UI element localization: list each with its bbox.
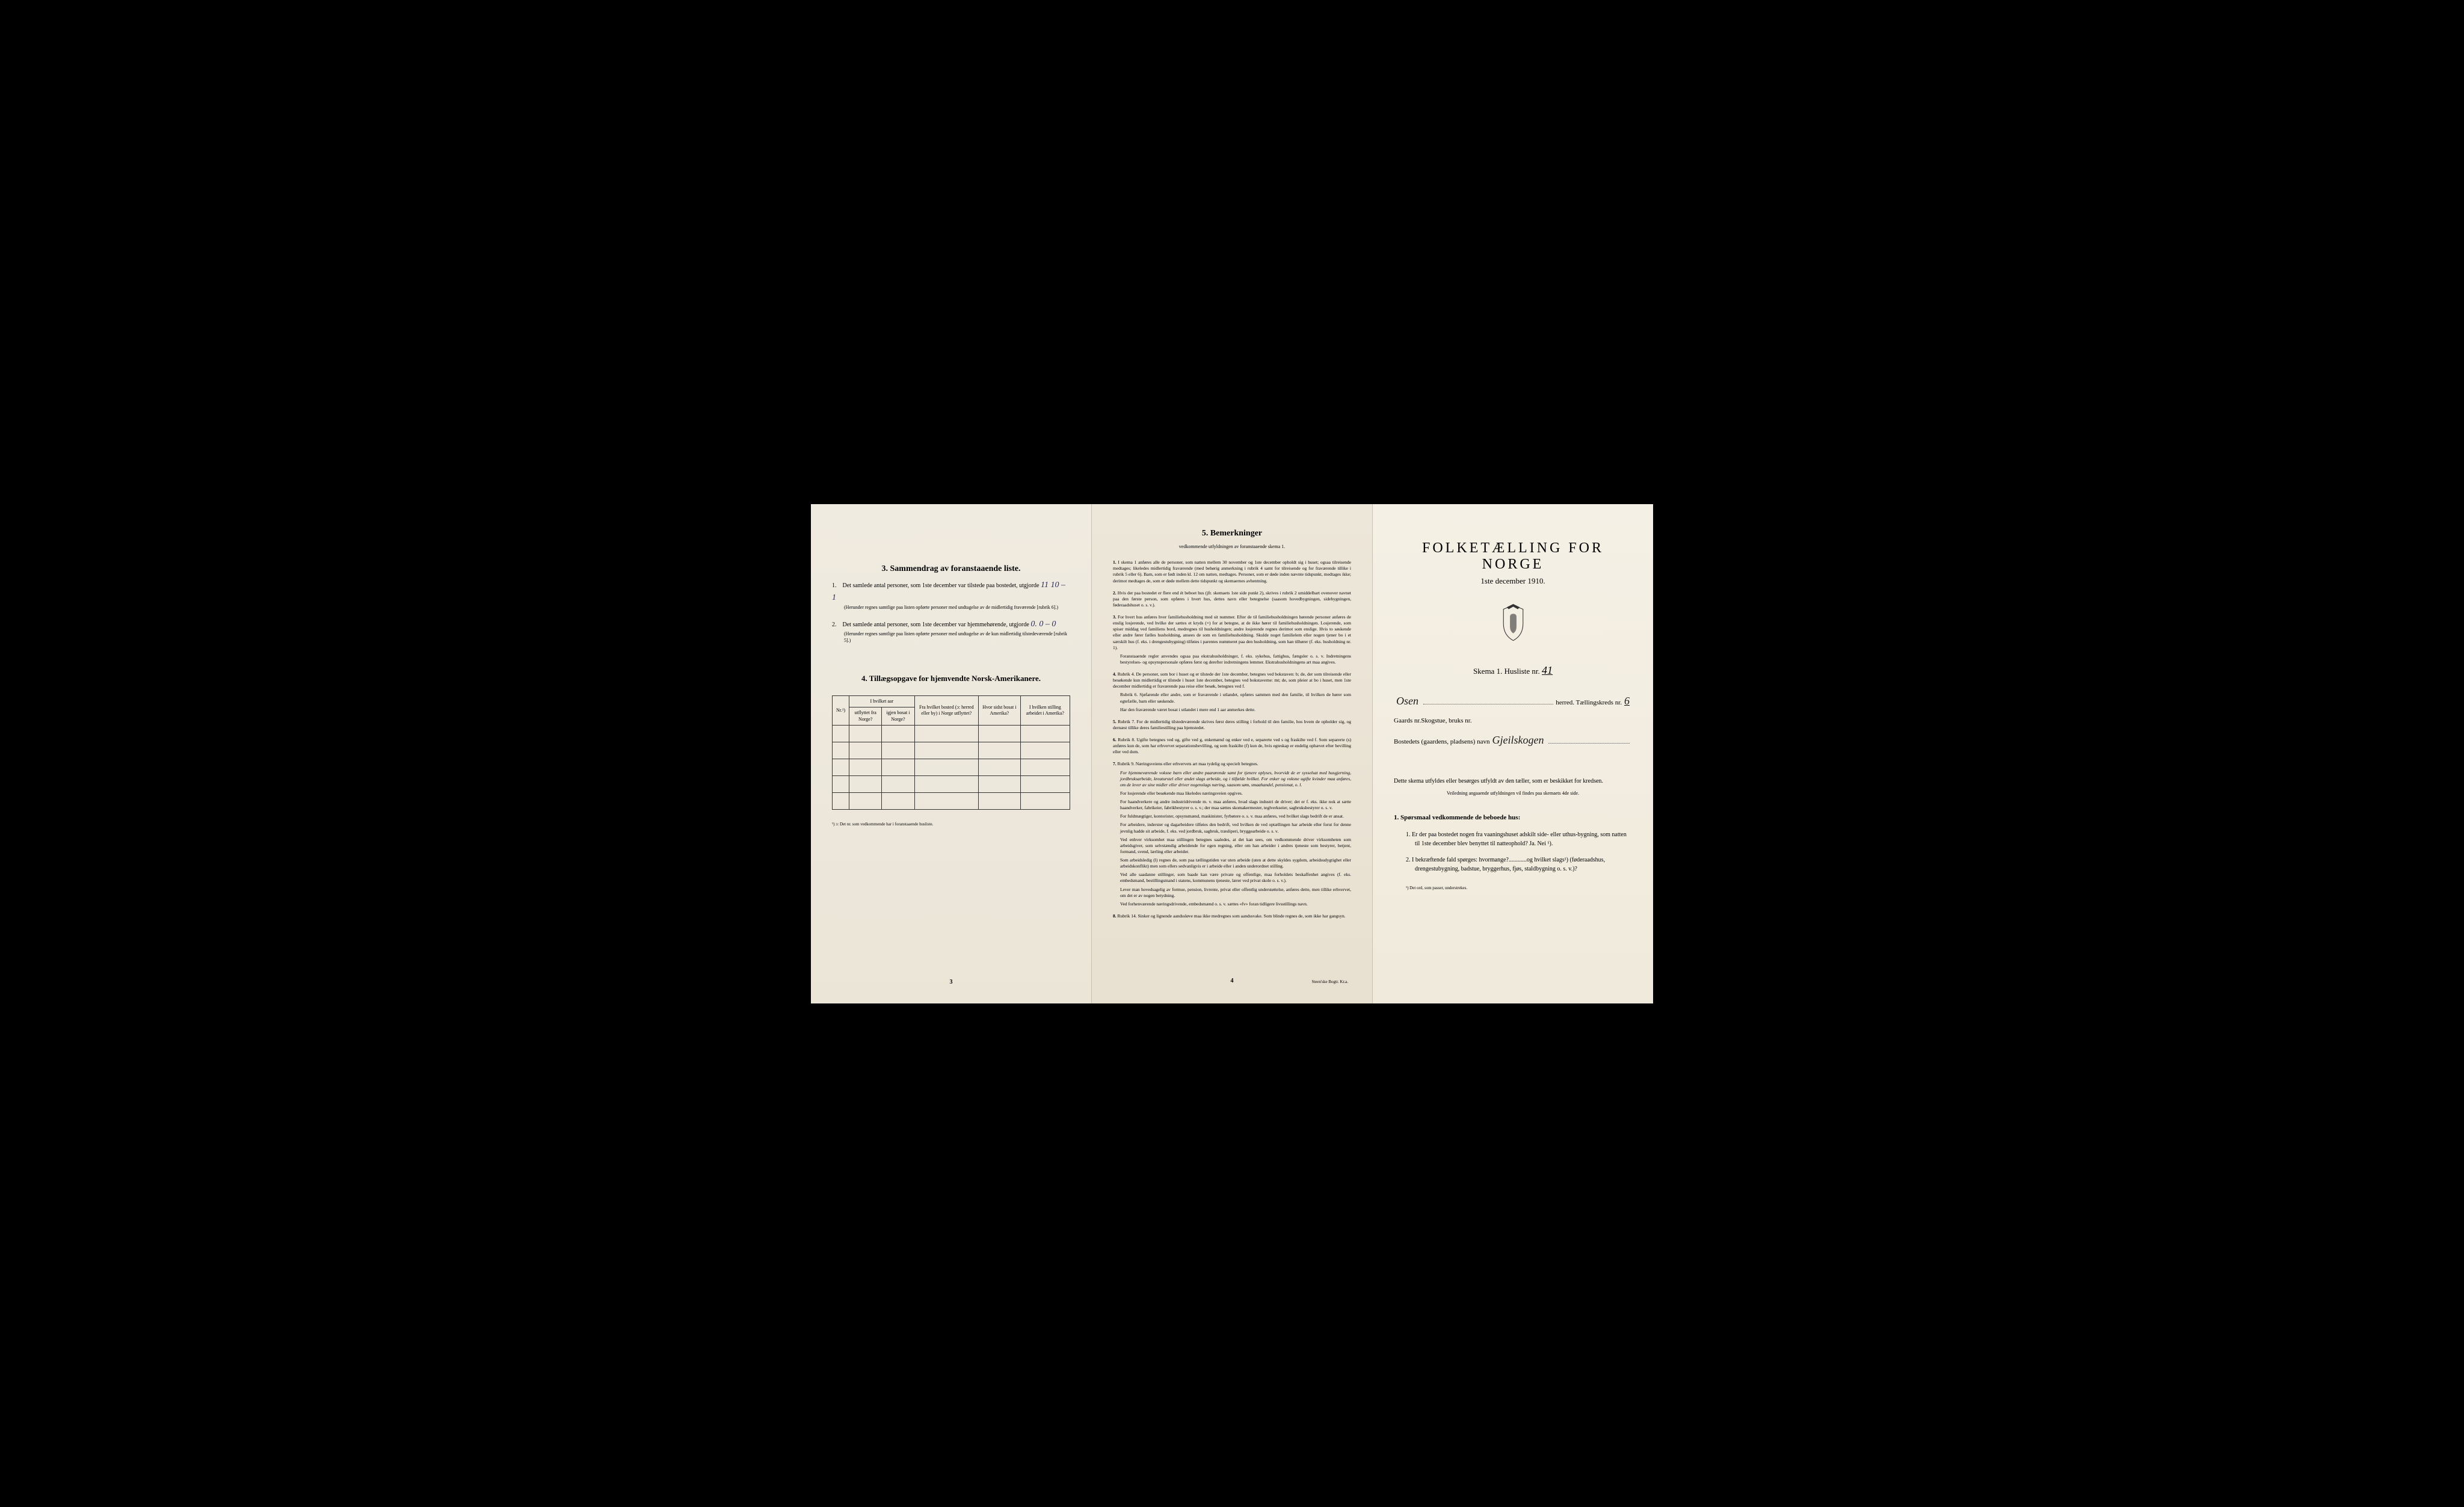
section-3-header: 3. Sammendrag av foranstaaende liste.	[832, 564, 1070, 574]
section-5-subheader: vedkommende utfyldningen av foranstaaend…	[1113, 544, 1351, 550]
bostedet-value: Gjeilskogen	[1489, 734, 1546, 747]
question-1: 1. Er der paa bostedet nogen fra vaaning…	[1406, 830, 1632, 848]
coat-of-arms-icon	[1394, 604, 1632, 646]
table-row	[833, 759, 1070, 776]
census-date: 1ste december 1910.	[1394, 576, 1632, 586]
husliste-nr: 41	[1542, 664, 1553, 676]
item-2-note: (Herunder regnes samtlige paa listen opf…	[844, 630, 1070, 644]
page-number-4: 4	[1231, 977, 1234, 985]
panel-page-4: 5. Bemerkninger vedkommende utfyldningen…	[1092, 504, 1373, 1003]
panel-page-3: 3. Sammendrag av foranstaaende liste. 1.…	[811, 504, 1092, 1003]
th-returned: igjen bosat i Norge?	[882, 707, 914, 726]
remark-4: 4. Rubrik 4. De personer, som bor i huse…	[1113, 671, 1351, 713]
herred-value: Osen	[1394, 695, 1421, 707]
remark-8: 8. Rubrik 14. Sinker og lignende aandssl…	[1113, 913, 1351, 919]
printer-mark: Steen'ske Bogtr. Kr.a.	[1311, 979, 1348, 985]
gaards-line: Gaards nr. Skogstue , bruks nr.	[1394, 717, 1632, 724]
th-year: I hvilket aar	[849, 696, 915, 707]
remark-1: 1. I skema 1 anføres alle de personer, s…	[1113, 559, 1351, 584]
instruction-small: Veiledning angaaende utfyldningen vil fi…	[1394, 790, 1632, 796]
table-row	[833, 726, 1070, 742]
section-5-header: 5. Bemerkninger	[1113, 528, 1351, 540]
th-america: Hvor sidst bosat i Amerika?	[978, 696, 1020, 726]
remark-2: 2. Hvis der paa bostedet er flere end ét…	[1113, 590, 1351, 608]
herred-line: Osen herred. Tællingskreds nr. 6	[1394, 695, 1632, 707]
th-emigrated: utflyttet fra Norge?	[849, 707, 882, 726]
remark-6: 6. Rubrik 8. Ugifte betegnes ved ug, gif…	[1113, 737, 1351, 755]
main-title: FOLKETÆLLING FOR NORGE	[1394, 540, 1632, 573]
remark-7: 7. Rubrik 9. Næringsveiens eller erhverv…	[1113, 761, 1351, 907]
th-nr: Nr.¹)	[833, 696, 849, 726]
table-row	[833, 776, 1070, 793]
gaards-value: Skogstue	[1421, 717, 1445, 724]
item-2-handwritten: 0. 0 – 0	[1030, 620, 1056, 629]
table-footnote: ¹) ɔ: Det nr. som vedkommende har i fora…	[832, 822, 1070, 827]
table-row	[833, 793, 1070, 810]
americans-table: Nr.¹) I hvilket aar Fra hvilket bosted (…	[832, 695, 1070, 810]
page-number-3: 3	[950, 979, 953, 985]
census-document: 3. Sammendrag av foranstaaende liste. 1.…	[811, 504, 1653, 1003]
panel-title-page: FOLKETÆLLING FOR NORGE 1ste december 191…	[1373, 504, 1653, 1003]
skema-line: Skema 1. Husliste nr. 41	[1394, 664, 1632, 677]
th-position: I hvilken stilling arbeidet i Amerika?	[1020, 696, 1070, 726]
item-2: 2. Det samlede antal personer, som 1ste …	[832, 618, 1070, 644]
remark-3: 3. For hvert hus anføres hver familiehus…	[1113, 614, 1351, 665]
section-4-header: 4. Tillægsopgave for hjemvendte Norsk-Am…	[832, 674, 1070, 683]
kreds-nr: 6	[1622, 695, 1632, 707]
question-header: 1. Spørsmaal vedkommende de beboede hus:	[1394, 814, 1632, 821]
table-row	[833, 742, 1070, 759]
question-2: 2. I bekræftende fald spørges: hvormange…	[1406, 855, 1632, 874]
remark-5: 5. Rubrik 7. For de midlertidig tilstede…	[1113, 719, 1351, 731]
item-1-note: (Herunder regnes samtlige paa listen opf…	[844, 604, 1070, 611]
instruction-text: Dette skema utfyldes eller besørges utfy…	[1394, 777, 1632, 786]
bostedet-line: Bostedets (gaardens, pladsens) navn Gjei…	[1394, 734, 1632, 747]
th-from: Fra hvilket bosted (ɔ: herred eller by) …	[914, 696, 978, 726]
right-footnote: ¹) Det ord, som passer, understrekes.	[1394, 886, 1632, 890]
item-1: 1. Det samlede antal personer, som 1ste …	[832, 579, 1070, 611]
